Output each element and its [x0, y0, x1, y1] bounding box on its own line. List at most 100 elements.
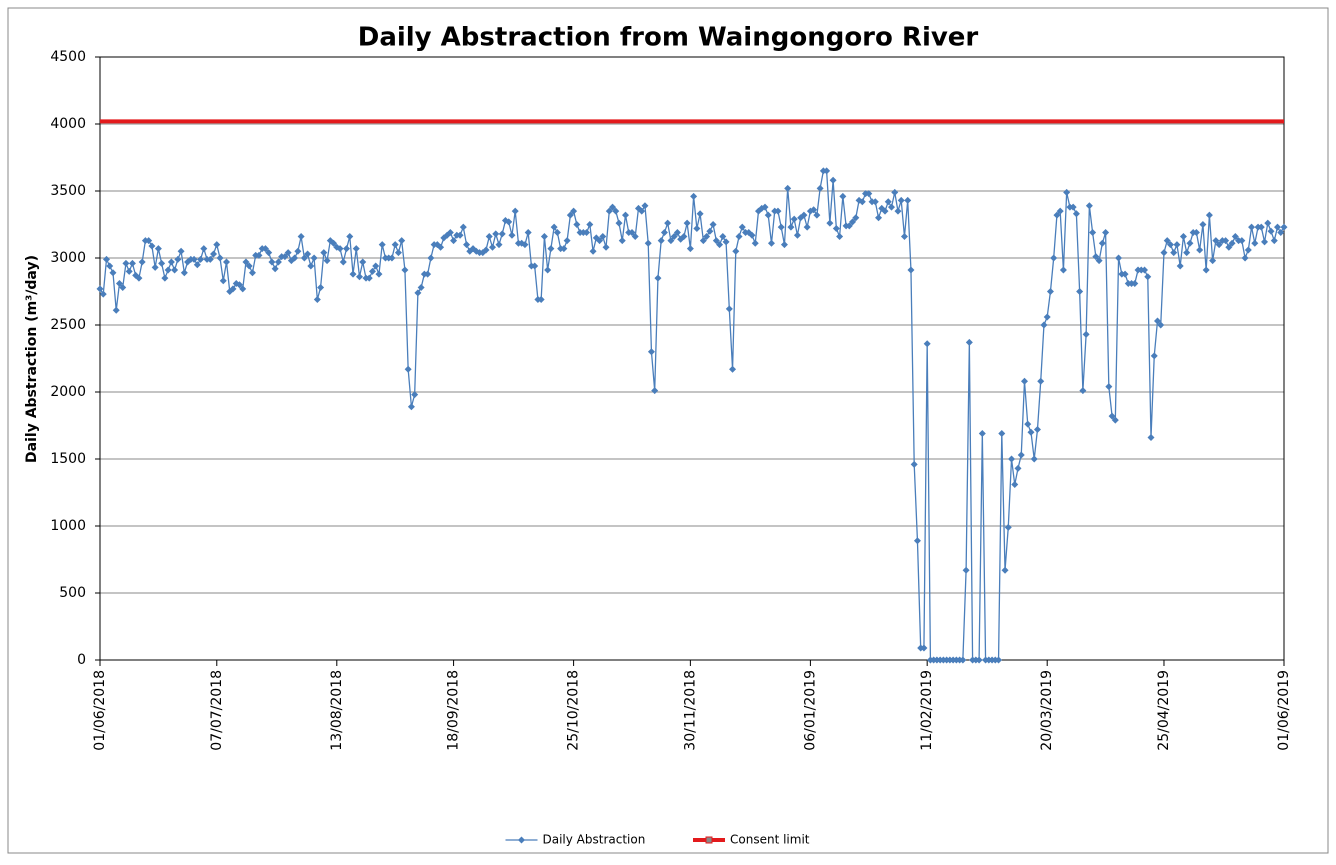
data-point	[732, 247, 740, 255]
data-point	[693, 225, 701, 233]
data-point	[1270, 237, 1278, 245]
data-point	[1251, 239, 1259, 247]
data-point	[138, 258, 146, 266]
data-point	[657, 237, 665, 245]
data-point	[651, 387, 659, 395]
data-point	[599, 233, 607, 241]
data-point	[845, 222, 853, 230]
data-point	[1072, 210, 1080, 218]
data-point	[106, 262, 114, 270]
data-point	[959, 656, 967, 664]
data-point	[531, 262, 539, 270]
data-point	[618, 237, 626, 245]
data-point	[696, 210, 704, 218]
data-point	[709, 221, 717, 228]
data-point	[832, 225, 840, 233]
data-point	[1063, 188, 1071, 196]
data-point	[784, 184, 792, 192]
data-point	[265, 249, 273, 257]
data-point	[372, 262, 380, 270]
data-point	[255, 251, 263, 259]
data-point	[1199, 221, 1207, 228]
data-point	[261, 245, 269, 253]
data-point	[219, 277, 227, 285]
data-point	[1163, 237, 1171, 245]
chart-title: Daily Abstraction from Waingongoro River	[358, 23, 979, 53]
data-point	[719, 233, 727, 241]
data-point	[748, 231, 756, 239]
y-tick-label: 4000	[50, 116, 86, 132]
data-point	[1069, 203, 1077, 211]
data-point	[485, 233, 493, 241]
data-point	[1186, 239, 1194, 247]
data-point	[816, 184, 824, 192]
data-point	[148, 242, 156, 250]
data-point	[622, 211, 630, 219]
data-point	[190, 255, 198, 263]
data-point	[644, 239, 652, 247]
data-point	[920, 644, 928, 652]
data-point	[836, 233, 844, 241]
data-point	[735, 233, 743, 241]
data-point	[304, 250, 312, 258]
data-point	[1231, 233, 1239, 241]
data-point	[995, 656, 1003, 664]
data-point	[197, 255, 205, 263]
data-point	[158, 259, 166, 267]
data-point	[716, 241, 724, 249]
data-point	[913, 537, 921, 545]
data-point	[690, 192, 698, 200]
data-point	[164, 266, 172, 274]
data-point	[446, 229, 454, 237]
data-point	[407, 403, 415, 411]
data-point	[887, 203, 895, 211]
data-point	[1076, 288, 1084, 295]
data-point	[365, 274, 373, 282]
data-point	[1244, 246, 1252, 254]
data-point	[459, 223, 467, 231]
data-point	[1176, 262, 1184, 270]
data-point	[394, 249, 402, 257]
data-point	[115, 279, 123, 287]
data-point	[1225, 243, 1233, 251]
data-point	[638, 207, 646, 215]
data-point	[563, 237, 571, 245]
y-tick-label: 0	[77, 652, 86, 668]
data-point	[1280, 223, 1288, 231]
data-point	[725, 305, 733, 313]
data-point	[978, 430, 986, 438]
data-point	[356, 273, 364, 281]
data-point	[1059, 266, 1067, 274]
data-point	[596, 237, 604, 245]
data-point	[161, 274, 169, 282]
data-point	[297, 233, 305, 241]
data-point	[239, 285, 247, 293]
data-point	[1004, 523, 1012, 531]
data-point	[145, 237, 153, 245]
data-point	[673, 229, 681, 237]
data-point	[774, 207, 782, 215]
data-point	[1147, 434, 1155, 442]
data-point	[1150, 352, 1158, 360]
data-point	[213, 241, 221, 249]
data-point	[777, 223, 785, 231]
data-point	[508, 231, 516, 239]
data-point	[307, 262, 315, 270]
data-point	[865, 190, 873, 198]
data-point	[1027, 428, 1035, 436]
legend-label: Daily Abstraction	[543, 833, 646, 847]
data-point	[1238, 237, 1246, 245]
data-point	[456, 231, 464, 239]
data-point	[826, 219, 834, 227]
data-point	[1024, 420, 1032, 428]
data-point	[463, 241, 471, 249]
legend-label: Consent limit	[730, 833, 810, 847]
y-tick-label: 3500	[50, 183, 86, 199]
data-point	[1202, 266, 1210, 274]
data-point	[482, 246, 490, 254]
data-point	[962, 566, 970, 574]
data-point	[1166, 241, 1174, 249]
x-tick-label: 11/02/2019	[919, 670, 935, 751]
data-point	[99, 290, 107, 298]
